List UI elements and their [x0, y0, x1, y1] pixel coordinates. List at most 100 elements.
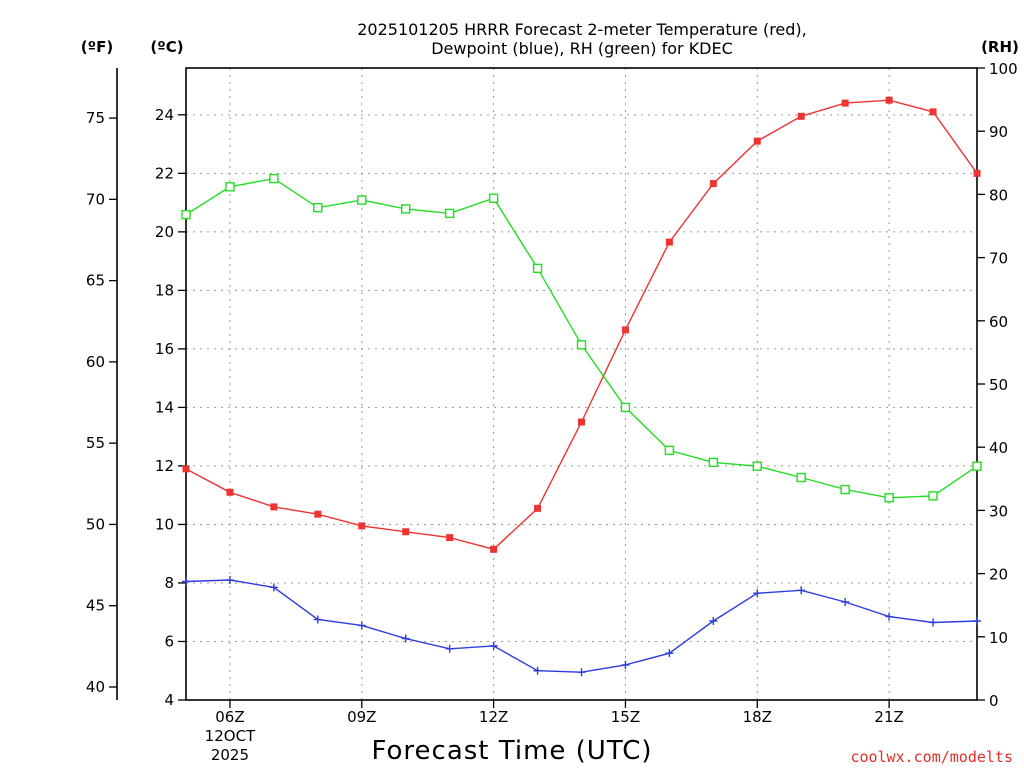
rh-point [181, 209, 191, 220]
dewpoint-point [753, 589, 762, 598]
celsius-tick-label: 4 [164, 691, 174, 709]
dewpoint-point [182, 577, 190, 586]
rh-point [664, 445, 675, 456]
dewpoint-point [533, 666, 542, 675]
temperature-point [446, 534, 454, 542]
rh-point [532, 263, 543, 274]
temperature-point [885, 96, 893, 104]
dewpoint-point [885, 612, 894, 621]
rh-tick-label: 20 [989, 566, 1008, 584]
rh-tick-label: 100 [989, 60, 1018, 78]
dewpoint-point [797, 586, 806, 595]
dewpoint-point [225, 576, 234, 585]
rh-point [752, 461, 762, 471]
celsius-tick-label: 16 [155, 340, 174, 358]
rh-series-line [185, 177, 978, 499]
fahrenheit-unit-label: (ºF) [81, 38, 113, 56]
temperature-point [973, 169, 981, 177]
rh-tick-label: 30 [989, 502, 1008, 520]
rh-tick-label: 90 [989, 123, 1008, 141]
celsius-tick-label: 10 [155, 515, 174, 533]
plot-frame [185, 67, 978, 701]
dewpoint-point [577, 668, 586, 677]
temperature-point [841, 99, 849, 107]
temperature-point [578, 418, 585, 426]
x-tick-label: 15Z [611, 708, 640, 726]
dewpoint-point [269, 583, 278, 592]
rh-point [708, 457, 719, 468]
rh-tick-label: 10 [989, 629, 1008, 647]
temperature-point [709, 180, 717, 188]
rh-tick-label: 40 [989, 439, 1008, 457]
dewpoint-point [401, 634, 410, 643]
celsius-tick-label: 22 [155, 164, 174, 182]
temperature-point [358, 522, 366, 530]
dewpoint-point [313, 615, 322, 624]
rh-point [401, 204, 411, 214]
celsius-tick-label: 6 [164, 632, 174, 650]
rh-tick-label: 80 [989, 186, 1008, 204]
rh-point [488, 193, 499, 203]
axis-layer [109, 67, 985, 708]
rh-point [225, 182, 235, 192]
dewpoint-point [357, 621, 366, 630]
temperature-point [929, 108, 937, 116]
dewpoint-point [621, 660, 630, 669]
rh-point [840, 484, 850, 495]
x-tick-date-label: 12OCT [205, 727, 256, 745]
fahrenheit-tick-label: 50 [86, 515, 105, 533]
dewpoint-point [445, 644, 454, 653]
celsius-unit-label: (ºC) [150, 38, 183, 56]
temperature-point [182, 465, 190, 473]
tick-label-layer: 4 6 8 10 12 14 16 18 20 22 24 40 45 50 55 60 65 70 75 0 10 20… [86, 60, 1018, 764]
fahrenheit-tick-label: 75 [86, 109, 105, 127]
temperature-point [753, 137, 761, 145]
temperature-point [534, 504, 542, 512]
temperature-point [314, 510, 322, 518]
rh-point [620, 402, 631, 413]
fahrenheit-tick-label: 45 [86, 597, 105, 615]
temperature-point [665, 238, 673, 246]
fahrenheit-tick-label: 65 [86, 272, 105, 290]
rh-unit-label: (RH) [981, 38, 1019, 56]
celsius-tick-label: 24 [155, 106, 174, 124]
rh-point [796, 472, 806, 483]
x-tick-label: 12Z [479, 708, 508, 726]
dewpoint-point [929, 618, 938, 627]
chart-title-line1: 2025101205 HRRR Forecast 2-meter Tempera… [357, 20, 807, 39]
celsius-tick-label: 14 [155, 398, 174, 416]
celsius-tick-label: 12 [155, 457, 174, 475]
rh-point [928, 491, 938, 501]
rh-point [972, 461, 982, 471]
dewpoint-point [489, 641, 498, 650]
rh-tick-label: 70 [989, 250, 1008, 268]
dewpoint-series-line [185, 579, 978, 673]
rh-tick-label: 50 [989, 376, 1008, 394]
x-tick-label: 18Z [743, 708, 772, 726]
series-layer [181, 96, 982, 677]
rh-point [444, 208, 455, 219]
fahrenheit-tick-label: 55 [86, 434, 105, 452]
temperature-point [490, 545, 498, 553]
dewpoint-point [973, 617, 981, 625]
fahrenheit-tick-label: 70 [86, 190, 105, 208]
temperature-point [797, 112, 805, 120]
dewpoint-point [841, 597, 850, 606]
rh-point [576, 340, 587, 350]
celsius-tick-label: 20 [155, 223, 174, 241]
dewpoint-point [709, 617, 718, 625]
x-tick-label: 21Z [874, 708, 903, 726]
temperature-point [621, 326, 629, 334]
fahrenheit-tick-label: 40 [86, 678, 105, 696]
celsius-tick-label: 18 [155, 281, 174, 299]
rh-point [357, 195, 367, 205]
temperature-point [270, 503, 278, 511]
fahrenheit-tick-label: 60 [86, 353, 105, 371]
credit-text: coolwx.com/modelts [850, 748, 1013, 766]
x-axis-label: Forecast Time (UTC) [371, 736, 652, 766]
temperature-series-line [185, 99, 978, 551]
rh-point [313, 202, 323, 213]
x-tick-year-label: 2025 [211, 746, 249, 764]
rh-point [884, 493, 894, 503]
